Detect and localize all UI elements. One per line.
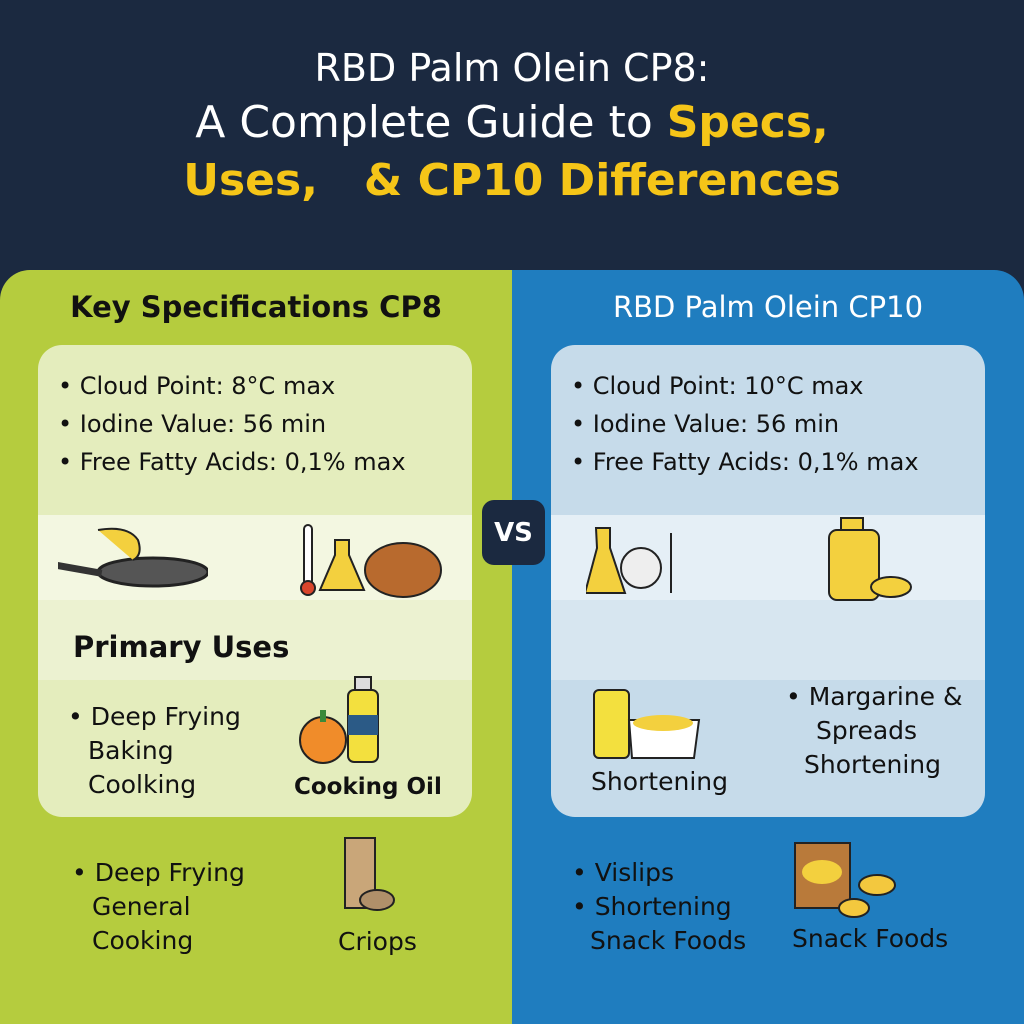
primary-uses-heading: Primary Uses: [73, 630, 290, 664]
cp8-uses-list-2: • Deep Frying General Cooking: [72, 858, 245, 955]
cp8-specs: Cloud Point: 8°C max Iodine Value: 56 mi…: [58, 367, 406, 481]
snack-foods-label: Snack Foods: [792, 924, 949, 953]
snack-bag-icon: [794, 842, 896, 918]
oil-bottle-icon: [347, 676, 379, 763]
cp8-panel: Key Specifications CP8 Cloud Point: 8°C …: [0, 270, 512, 1024]
pumpkin-icon: [299, 710, 347, 764]
cp8-heading: Key Specifications CP8: [70, 290, 442, 324]
lab-flask-icon: [586, 527, 672, 594]
cp10-panel: RBD Palm Olein CP10 Cloud Point: 10°C ma…: [512, 270, 1024, 1024]
bread-icon: [364, 542, 442, 598]
lab-thermometer-icon: [300, 524, 366, 596]
criops-label: Criops: [338, 927, 417, 956]
title-line-2: A Complete Guide to: [195, 97, 667, 148]
oil-jug-icon: [828, 517, 912, 601]
page-title: RBD Palm Olein CP8: A Complete Guide to …: [0, 42, 1024, 210]
cp8-uses-list: • Deep Frying Baking Coolking: [68, 702, 241, 799]
cp10-specs: Cloud Point: 10°C max Iodine Value: 56 m…: [571, 367, 919, 481]
title-highlight: Specs,: [666, 97, 829, 148]
frying-pan-icon: [58, 527, 208, 588]
vs-badge: VS: [482, 500, 545, 565]
cp10-uses-list-2: • Vislips • Shortening Snack Foods: [572, 858, 747, 955]
cooking-oil-label: Cooking Oil: [294, 774, 442, 800]
cp8-card: Cloud Point: 8°C max Iodine Value: 56 mi…: [38, 345, 472, 817]
cp10-card: Cloud Point: 10°C max Iodine Value: 56 m…: [551, 345, 985, 817]
margarine-jar-icon: [593, 689, 701, 759]
title-line-1: RBD Palm Olein CP8:: [314, 46, 710, 90]
shortening-label: Shortening: [591, 767, 728, 796]
title-line-3a: Uses,: [183, 155, 318, 206]
cp10-uses-list: • Margarine & Spreads Shortening: [786, 682, 963, 779]
cp10-heading: RBD Palm Olein CP10: [612, 290, 924, 324]
title-line-3b: & CP10 Differences: [363, 155, 841, 206]
flour-bag-icon: [344, 837, 395, 911]
